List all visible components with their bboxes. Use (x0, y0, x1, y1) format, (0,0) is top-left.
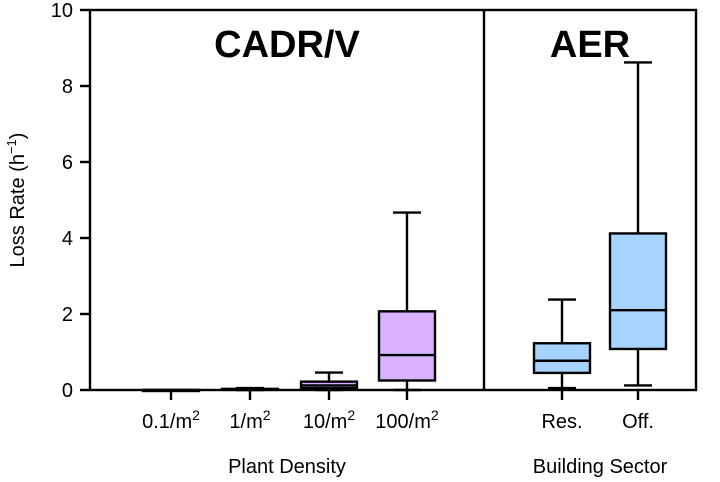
box-4: 100/m2 (375, 211, 439, 433)
y-axis: 0 2 4 6 8 10 (51, 0, 90, 402)
panel-title: AER (550, 24, 630, 66)
box-iqr (532, 342, 592, 375)
x-tick-label: 1/m2 (229, 407, 270, 433)
box-2: Off. (608, 61, 668, 433)
chart-panels: CADR/V Plant Density 0.1/m2 1/m2 10/m2 100/m2… (141, 24, 668, 478)
box-iqr (608, 232, 668, 351)
y-tick-label: 8 (62, 76, 73, 98)
x-axis-label: Building Sector (533, 456, 668, 478)
y-tick-label: 10 (51, 0, 73, 22)
panel-title: CADR/V (214, 24, 360, 66)
x-tick-label: 10/m2 (303, 407, 355, 433)
y-tick-label: 6 (62, 152, 73, 174)
y-tick-label: 2 (62, 304, 73, 326)
x-tick-label: Res. (541, 411, 582, 433)
box-iqr (377, 310, 437, 382)
box-1: 0.1/m2 (141, 388, 201, 433)
x-tick-label: 100/m2 (375, 407, 439, 433)
panel-2: AER Building Sector Res. Off. (533, 24, 668, 478)
x-tick-label: Off. (622, 411, 654, 433)
plot-frame (88, 8, 698, 392)
box-1: Res. (532, 298, 592, 433)
box-3: 10/m2 (299, 371, 359, 433)
y-tick-label: 0 (62, 380, 73, 402)
y-axis-label: Loss Rate (h−1) (4, 133, 29, 268)
y-tick-label: 4 (62, 228, 73, 250)
x-axis-label: Plant Density (228, 456, 346, 478)
x-tick-label: 0.1/m2 (142, 407, 200, 433)
box-2: 1/m2 (220, 386, 280, 433)
panel-1: CADR/V Plant Density 0.1/m2 1/m2 10/m2 100/m2 (141, 24, 439, 478)
